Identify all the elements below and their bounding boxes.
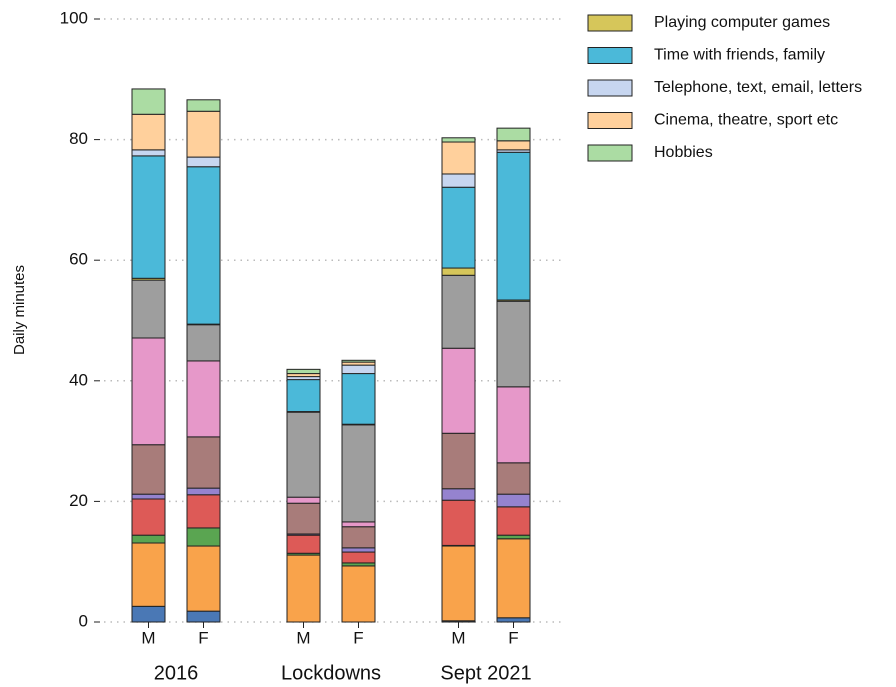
- legend-label: Hobbies: [654, 144, 713, 161]
- x-tick-label: F: [508, 628, 518, 647]
- bar-segment: [441, 545, 476, 622]
- bar-segment: [441, 274, 476, 349]
- bar-segment: [186, 487, 221, 496]
- bar-segment: [341, 526, 376, 549]
- bar-segment: [131, 88, 166, 115]
- bar-segment: [441, 267, 476, 276]
- bar-segment: [131, 149, 166, 157]
- legend-swatch: [587, 47, 633, 64]
- bar-segment: [496, 127, 531, 142]
- bar-segment: [286, 554, 321, 623]
- bar-segment: [441, 347, 476, 434]
- bar-segment: [131, 498, 166, 536]
- bar-segment: [441, 488, 476, 501]
- legend-label: Cinema, theatre, sport etc: [654, 112, 838, 129]
- bar-segment: [286, 534, 321, 554]
- bar-segment: [496, 538, 531, 619]
- bar-segment: [441, 186, 476, 269]
- legend-swatch: [587, 112, 633, 129]
- bar-segment: [186, 545, 221, 612]
- bar-segment: [186, 156, 221, 168]
- bar-segment: [496, 617, 531, 623]
- bar-segment: [286, 411, 321, 498]
- bar-segment: [286, 368, 321, 375]
- group-label: 2016: [154, 662, 199, 684]
- bar-segment: [441, 141, 476, 175]
- bar-segment: [441, 173, 476, 188]
- bar-segment: [186, 99, 221, 112]
- group-label: Sept 2021: [440, 662, 531, 684]
- bar-segment: [341, 373, 376, 425]
- group-label: Lockdowns: [281, 662, 381, 684]
- bar-segment: [131, 534, 166, 544]
- bar-segment: [341, 565, 376, 623]
- bar-segment: [286, 379, 321, 413]
- bar-segment: [186, 110, 221, 158]
- y-axis-label: Daily minutes: [11, 265, 28, 355]
- bar-segment: [186, 360, 221, 438]
- bar-segment: [186, 494, 221, 529]
- bar-segment: [286, 502, 321, 535]
- legend-label: Playing computer games: [654, 14, 830, 31]
- bar-segment: [496, 386, 531, 464]
- bar-segment: [341, 547, 376, 553]
- y-tick-label: 20: [69, 491, 88, 510]
- bar-segment: [131, 113, 166, 151]
- bar-segment: [341, 551, 376, 564]
- bar-segment: [186, 527, 221, 547]
- legend-label: Telephone, text, email, letters: [654, 79, 862, 96]
- bar-segment: [496, 140, 531, 151]
- x-tick-label: M: [141, 628, 155, 647]
- y-tick-label: 100: [60, 8, 88, 27]
- y-tick-label: 0: [79, 611, 88, 630]
- bar-segment: [496, 493, 531, 508]
- bar-segment: [131, 493, 166, 500]
- bar-segment: [131, 155, 166, 279]
- y-tick-label: 80: [69, 129, 88, 148]
- bar-segment: [341, 521, 376, 528]
- legend-label: Time with friends, family: [654, 47, 825, 64]
- x-tick-label: M: [451, 628, 465, 647]
- bar-segment: [131, 542, 166, 607]
- bar-segment: [186, 436, 221, 489]
- x-tick-label: F: [198, 628, 208, 647]
- bar-segment: [131, 444, 166, 495]
- bar-segment: [131, 337, 166, 446]
- bar-segment: [341, 359, 376, 363]
- x-tick-label: M: [296, 628, 310, 647]
- bar-segment: [341, 424, 376, 523]
- y-tick-label: 40: [69, 370, 88, 389]
- bar-segment: [441, 137, 476, 143]
- bar-segment: [286, 496, 321, 504]
- y-tick-label: 60: [69, 250, 88, 269]
- bar-segment: [186, 166, 221, 325]
- bar-segment: [496, 534, 531, 540]
- bar-segment: [441, 499, 476, 546]
- bar-segment: [131, 605, 166, 623]
- bar-segment: [186, 324, 221, 362]
- bar-segment: [496, 151, 531, 301]
- legend-swatch: [587, 14, 633, 32]
- bar-segment: [186, 610, 221, 623]
- x-tick-label: F: [353, 628, 363, 647]
- bar-segment: [496, 462, 531, 495]
- bar-segment: [131, 279, 166, 339]
- legend-swatch: [587, 79, 633, 97]
- bar-segment: [496, 300, 531, 388]
- legend-swatch: [587, 144, 633, 162]
- bar-segment: [341, 364, 376, 375]
- bar-segment: [441, 432, 476, 490]
- bar-segment: [496, 506, 531, 536]
